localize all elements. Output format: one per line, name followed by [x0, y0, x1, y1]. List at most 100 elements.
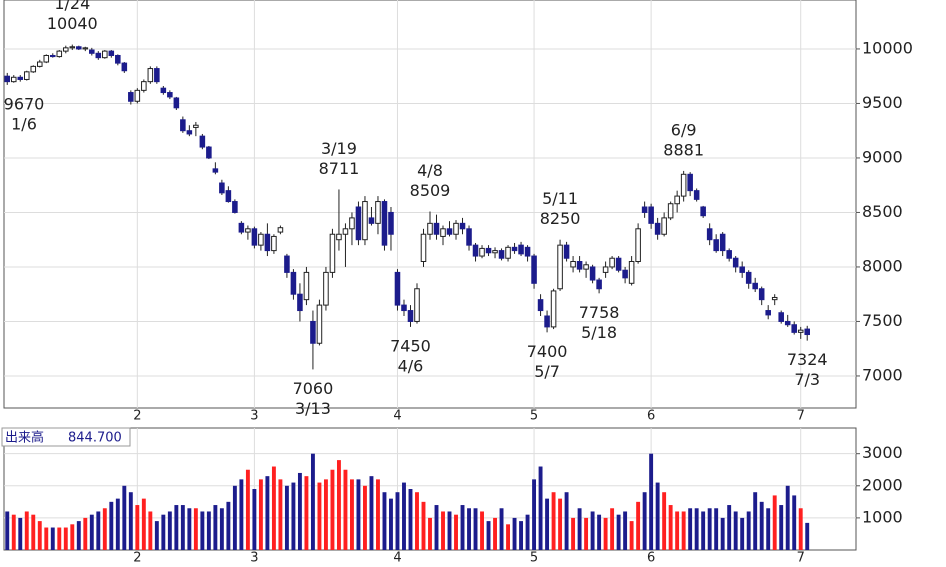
candle-body [635, 228, 641, 262]
annotation-date: 6/9 [671, 120, 697, 139]
candle-body [245, 228, 251, 233]
volume-bar [323, 479, 328, 550]
volume-bar [805, 522, 810, 550]
candle-body [472, 244, 479, 257]
candle-body [459, 222, 466, 230]
candle-body [108, 50, 115, 56]
candle-body [758, 288, 765, 301]
candle-body [446, 228, 453, 235]
x-tick-label: 3 [250, 409, 258, 424]
candle-body [797, 329, 804, 333]
y-tick-label: 7000 [862, 365, 903, 384]
volume-bar [590, 511, 595, 550]
annotation-date: 3/13 [295, 399, 331, 418]
candle-body [739, 266, 745, 273]
candle-body [713, 239, 719, 252]
volume-bar [792, 495, 797, 550]
annotation-date: 4/8 [417, 161, 443, 180]
annotation-value: 7450 [390, 336, 431, 355]
candle-body [771, 296, 778, 301]
candle-body [50, 54, 56, 58]
candle-body [628, 260, 635, 284]
candle-body [492, 250, 498, 254]
volume-current: 844.700 [68, 431, 122, 446]
candle-body [251, 228, 258, 246]
candle-body [752, 282, 758, 290]
candle-body [342, 228, 349, 235]
volume-bar [200, 511, 205, 550]
candle-body [89, 49, 95, 54]
volume-bar [454, 514, 458, 550]
volume-bar [161, 514, 166, 550]
volume-bar [421, 501, 426, 550]
volume-bar [24, 511, 29, 550]
annotation-value: 8250 [540, 209, 581, 228]
candle-body [362, 201, 368, 241]
candle-body [160, 87, 167, 94]
volume-bar [102, 508, 107, 550]
volume-bar [363, 485, 367, 550]
annotation-value: 7400 [527, 342, 568, 361]
volume-bar [467, 508, 471, 550]
x-tick-label: 5 [530, 409, 538, 424]
candle-body [258, 233, 264, 246]
volume-bar [271, 466, 276, 550]
y-tick-label: 7500 [862, 311, 903, 330]
x-tick-label: 4 [393, 409, 401, 424]
volume-bar [733, 511, 738, 550]
candle-body [284, 255, 290, 273]
volume-bar [532, 479, 537, 550]
annotation-value: 8881 [663, 140, 704, 159]
y-tick-label: 2000 [862, 475, 903, 494]
candle-body [511, 246, 518, 252]
volume-bar [128, 492, 133, 550]
volume-bar [636, 501, 641, 550]
volume-bar [623, 511, 628, 550]
x-tick-label: 6 [647, 551, 655, 566]
volume-bar [193, 508, 198, 550]
volume-bar [688, 508, 693, 550]
volume-bar [434, 505, 439, 550]
volume-bar [304, 476, 309, 550]
volume-bar [96, 511, 101, 550]
annotation-date: 5/11 [542, 189, 578, 208]
volume-bar [662, 492, 667, 550]
volume-bar [226, 501, 231, 550]
candle-body [557, 244, 563, 290]
annotation-date: 1/6 [11, 114, 37, 133]
candle-body [401, 304, 407, 312]
y-tick-label: 1000 [862, 507, 903, 526]
annotation-value: 7324 [787, 350, 828, 369]
candle-body [290, 271, 297, 295]
volume-bar [564, 492, 569, 550]
volume-bar [278, 479, 283, 550]
candle-body [505, 246, 511, 259]
volume-bar [616, 514, 621, 550]
volume-bar [310, 453, 315, 550]
volume-bar [206, 511, 211, 550]
candle-body [355, 206, 362, 241]
volume-bar [577, 508, 582, 550]
candle-body [388, 211, 394, 235]
volume-bar [258, 479, 263, 550]
volume-bar [506, 524, 510, 550]
x-tick-label: 3 [250, 551, 258, 566]
volume-bar [779, 505, 784, 550]
candle-body [102, 50, 108, 59]
candle-body [693, 190, 700, 200]
volume-bar [753, 492, 758, 550]
volume-bar [180, 505, 185, 550]
annotation-date: 7/3 [794, 370, 820, 389]
x-tick-label: 4 [393, 551, 401, 566]
x-tick-label: 7 [797, 551, 805, 566]
volume-bar [115, 498, 120, 550]
volume-bar [76, 521, 81, 550]
volume-bar [551, 492, 556, 550]
volume-bar [428, 517, 432, 550]
candle-body [745, 271, 752, 284]
candle-body [544, 315, 550, 328]
volume-bar [245, 469, 250, 550]
volume-bar [558, 498, 563, 550]
volume-bar [714, 508, 719, 550]
volume-bar [460, 505, 465, 550]
